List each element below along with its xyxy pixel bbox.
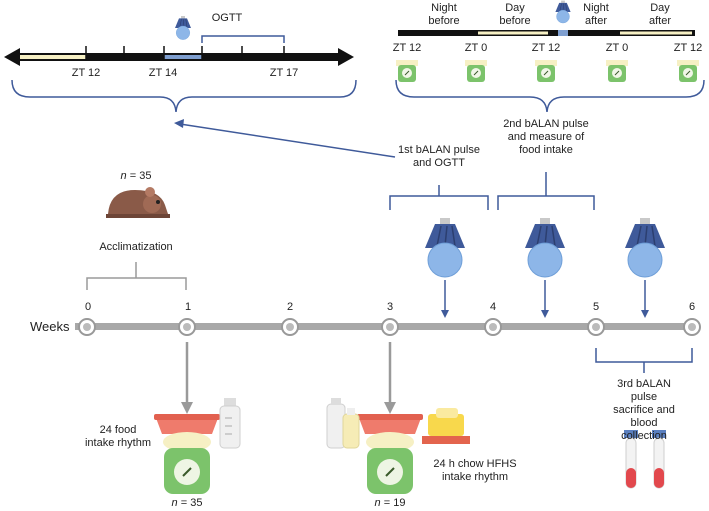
zoom-bracket-right	[395, 79, 705, 113]
n-value: = 35	[180, 497, 203, 509]
food-bowl-scale-icon	[357, 414, 423, 494]
mini-bulb-icon-2	[555, 0, 571, 24]
acclimatization-label: Acclimatization	[99, 241, 173, 253]
food-bowl-scale-icon	[154, 414, 220, 494]
bottles-icon	[326, 398, 360, 449]
weeks-axis-label: Weeks	[30, 319, 70, 334]
n-week1: n = 35	[172, 497, 203, 510]
zt-label: ZT 12	[392, 42, 422, 54]
bulb-icon-week5	[624, 217, 666, 278]
night-after-pulse	[558, 30, 568, 36]
n-symbol: n	[120, 170, 127, 182]
n-start: n = 35	[121, 170, 152, 183]
light-pulse-segment	[164, 55, 202, 59]
zoom-arrow	[179, 123, 396, 158]
zoom-bracket-left	[11, 79, 357, 113]
bulb-icon-week3	[424, 217, 466, 278]
week-label-3: 3	[386, 301, 394, 313]
n-value: = 35	[129, 170, 152, 182]
n-symbol: n	[374, 497, 381, 509]
week-label-2: 2	[286, 301, 294, 313]
ogtt-bracket	[201, 35, 285, 43]
header-night-before: Night before	[428, 2, 460, 27]
day-before-segment	[478, 31, 548, 35]
pulse1-caption: 1st bALAN pulse and OGTT	[398, 144, 480, 169]
top-right-circadian-bar	[395, 0, 705, 113]
pulse3-bracket	[595, 348, 693, 373]
pulse-arrowhead	[541, 310, 549, 318]
week-marker-6	[683, 318, 701, 336]
mini-bulb-icon	[174, 15, 192, 40]
pulse1-bracket	[389, 185, 489, 210]
header-day-after: Day after	[648, 2, 672, 27]
hfhs-rhythm-caption: 24 h chow HFHS intake rhythm	[433, 458, 517, 483]
right-arrowhead	[338, 48, 354, 66]
n-symbol: n	[171, 497, 178, 509]
tick-label-zt14: ZT 14	[148, 67, 178, 79]
n-value: = 19	[383, 497, 406, 509]
week-marker-5	[587, 318, 605, 336]
zt-label: ZT 0	[464, 42, 488, 54]
header-day-before: Day before	[499, 2, 531, 27]
pulse-arrowhead	[441, 310, 449, 318]
zoom-arrowhead	[174, 119, 184, 128]
week-marker-3	[381, 318, 399, 336]
week-marker-0	[78, 318, 96, 336]
zt-label: ZT 0	[605, 42, 629, 54]
food-tray-icon	[422, 408, 470, 444]
blood-tubes-icon	[624, 430, 666, 489]
food-scale-icon	[676, 59, 700, 83]
weeks-axis	[75, 318, 701, 336]
week-label-1: 1	[184, 301, 192, 313]
food-scale-icon	[464, 59, 488, 83]
week-label-4: 4	[489, 301, 497, 313]
left-arrowhead	[4, 48, 20, 66]
week-marker-2	[281, 318, 299, 336]
ogtt-label: OGTT	[211, 12, 243, 24]
food-scale-icon	[534, 59, 558, 83]
week-label-6: 6	[688, 301, 696, 313]
bulb-icon-week4	[524, 217, 566, 278]
pulse3-caption: 3rd bALAN pulse sacrifice and blood coll…	[613, 378, 675, 442]
food-rhythm-caption: 24 food intake rhythm	[84, 424, 152, 449]
baby-bottle-icon	[219, 398, 241, 449]
food-scale-icon	[605, 59, 629, 83]
zt-label: ZT 12	[531, 42, 561, 54]
week-label-0: 0	[84, 301, 92, 313]
pulse-arrowhead	[641, 310, 649, 318]
week-label-5: 5	[592, 301, 600, 313]
acclimatization-bracket	[86, 262, 187, 290]
tick-label-zt17: ZT 17	[269, 67, 299, 79]
pulse2-caption: 2nd bALAN pulse and measure of food inta…	[503, 118, 589, 156]
n-week3: n = 19	[375, 497, 406, 510]
mouse-icon	[106, 187, 170, 218]
measure-arrowhead	[181, 402, 193, 414]
measure-arrowhead	[384, 402, 396, 414]
day-segment	[20, 55, 86, 59]
week-marker-1	[178, 318, 196, 336]
food-scale-icon	[395, 59, 419, 83]
pulse2-bracket	[497, 172, 595, 210]
top-left-timeline	[4, 15, 357, 113]
zt-label: ZT 12	[673, 42, 703, 54]
header-night-after: Night after	[583, 2, 609, 27]
day-after-segment	[620, 31, 692, 35]
tick-label-zt12: ZT 12	[71, 67, 101, 79]
week-marker-4	[484, 318, 502, 336]
